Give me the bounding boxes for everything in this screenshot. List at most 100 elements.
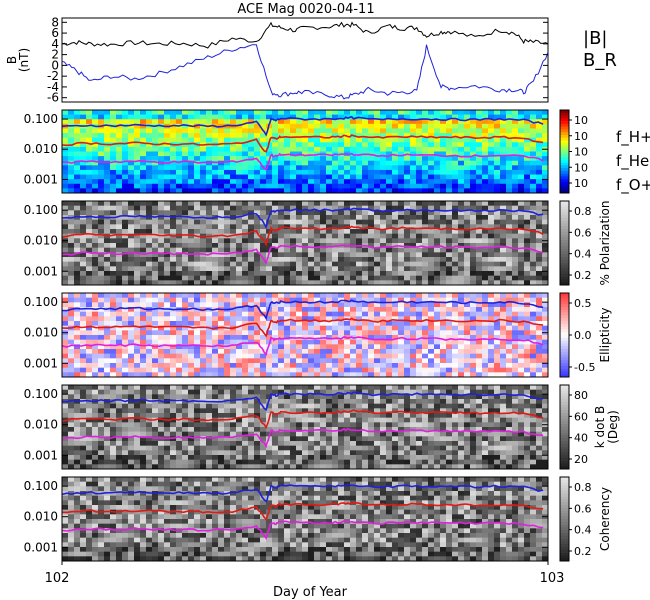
spectrogram-cell xyxy=(524,252,531,258)
spectrogram-cell xyxy=(176,257,183,262)
spectrogram-cell xyxy=(230,367,237,373)
spectrogram-cell xyxy=(380,302,387,308)
spectrogram-cell xyxy=(314,257,321,262)
spectrogram-cell xyxy=(110,441,117,446)
spectrogram-cell xyxy=(350,183,357,189)
spectrogram-cell xyxy=(428,119,435,125)
spectrogram-cell xyxy=(74,188,81,194)
spectrogram-cell xyxy=(230,156,237,162)
spectrogram-cell xyxy=(206,110,213,115)
spectrogram-cell xyxy=(458,201,465,206)
spectrogram-cell xyxy=(338,353,345,359)
spectrogram-cell xyxy=(140,238,147,244)
legend-b-r: B_R xyxy=(583,50,617,71)
spectrogram-cell xyxy=(404,114,411,120)
spectrogram-cell xyxy=(272,372,279,378)
spectrogram-cell xyxy=(140,188,147,194)
spectrogram-cell xyxy=(146,311,153,317)
spectrogram-cell xyxy=(74,455,81,460)
spectrogram-cell xyxy=(374,275,381,281)
spectrogram-cell xyxy=(470,344,477,350)
spectrogram-cell xyxy=(446,358,453,364)
spectrogram-cell xyxy=(494,349,501,354)
spectrogram-cell xyxy=(140,169,147,175)
spectrogram-cell xyxy=(332,165,339,171)
spectrogram-cell xyxy=(518,174,525,180)
spectrogram-cell xyxy=(494,275,501,281)
spectrogram-cell xyxy=(302,169,309,175)
spectrogram-cell xyxy=(470,128,477,134)
spectrogram-cell xyxy=(416,205,423,211)
spectrogram-cell xyxy=(542,229,549,234)
spectrogram-cell xyxy=(152,238,159,244)
spectrogram-cell xyxy=(110,119,117,125)
spectrogram-cell xyxy=(278,302,285,308)
spectrogram-cell xyxy=(488,344,495,350)
spectrogram-cell xyxy=(80,353,87,359)
spectrogram-cell xyxy=(242,358,249,364)
spectrogram-cell xyxy=(146,316,153,322)
colorbar-cell xyxy=(560,220,569,224)
spectrogram-cell xyxy=(446,311,453,317)
spectrogram-cell xyxy=(74,403,81,409)
spectrogram-cell xyxy=(338,293,345,298)
spectrogram-cell xyxy=(284,128,291,134)
spectrogram-cell xyxy=(194,205,201,211)
spectrogram-cell xyxy=(368,160,375,166)
spectrogram-cell xyxy=(164,394,171,400)
spectrogram-cell xyxy=(524,110,531,115)
spectrogram-cell xyxy=(308,210,315,216)
spectrogram-cell xyxy=(278,325,285,331)
spectrogram-cell xyxy=(362,367,369,373)
spectrogram-cell xyxy=(218,210,225,216)
spectrogram-cell xyxy=(176,229,183,234)
spectrogram-cell xyxy=(518,321,525,326)
spectrogram-cell xyxy=(536,247,543,253)
spectrogram-cell xyxy=(542,372,549,378)
spectrogram-cell xyxy=(362,307,369,312)
spectrogram-cell xyxy=(104,431,111,437)
spectrogram-cell xyxy=(398,358,405,364)
spectrogram-cell xyxy=(374,271,381,276)
spectrogram-cell xyxy=(140,344,147,350)
spectrogram-cell xyxy=(356,358,363,364)
spectrogram-cell xyxy=(146,146,153,152)
spectrogram-cell xyxy=(458,137,465,143)
spectrogram-cell xyxy=(104,160,111,166)
spectrogram-cell xyxy=(206,339,213,345)
spectrogram-cell xyxy=(482,224,489,230)
spectrogram-cell xyxy=(140,293,147,298)
spectrogram-cell xyxy=(530,344,537,350)
spectrogram-cell xyxy=(338,210,345,216)
spectrogram-cell xyxy=(134,321,141,326)
spectrogram-cell xyxy=(350,233,357,239)
spectrogram-cell xyxy=(428,311,435,317)
spectrogram-cell xyxy=(68,403,75,409)
spectrogram-cell xyxy=(386,165,393,171)
spectrogram-cell xyxy=(152,316,159,322)
spectrogram-cell xyxy=(98,335,105,340)
spectrogram-cell xyxy=(476,335,483,340)
spectrogram-cell xyxy=(488,302,495,308)
spectrogram-cell xyxy=(110,408,117,414)
spectrogram-cell xyxy=(236,330,243,336)
spectrogram-cell xyxy=(182,257,189,262)
spectrogram-cell xyxy=(494,293,501,298)
spectrogram-cell xyxy=(218,372,225,378)
spectrogram-cell xyxy=(404,358,411,364)
spectrogram-cell xyxy=(188,261,195,267)
spectrogram-cell xyxy=(434,165,441,171)
colorbar-cell xyxy=(560,145,569,150)
spectrogram-cell xyxy=(398,201,405,206)
spectrogram-cell xyxy=(146,137,153,143)
spectrogram-cell xyxy=(482,205,489,211)
spectrogram-cell xyxy=(134,261,141,267)
spectrogram-cell xyxy=(218,137,225,143)
spectrogram-cell xyxy=(140,422,147,428)
spectrogram-cell xyxy=(92,339,99,345)
spectrogram-cell xyxy=(488,201,495,206)
spectrogram-cell xyxy=(536,307,543,312)
colorbar-cell xyxy=(560,187,569,191)
spectrogram-cell xyxy=(350,330,357,336)
spectrogram-cell xyxy=(164,247,171,253)
